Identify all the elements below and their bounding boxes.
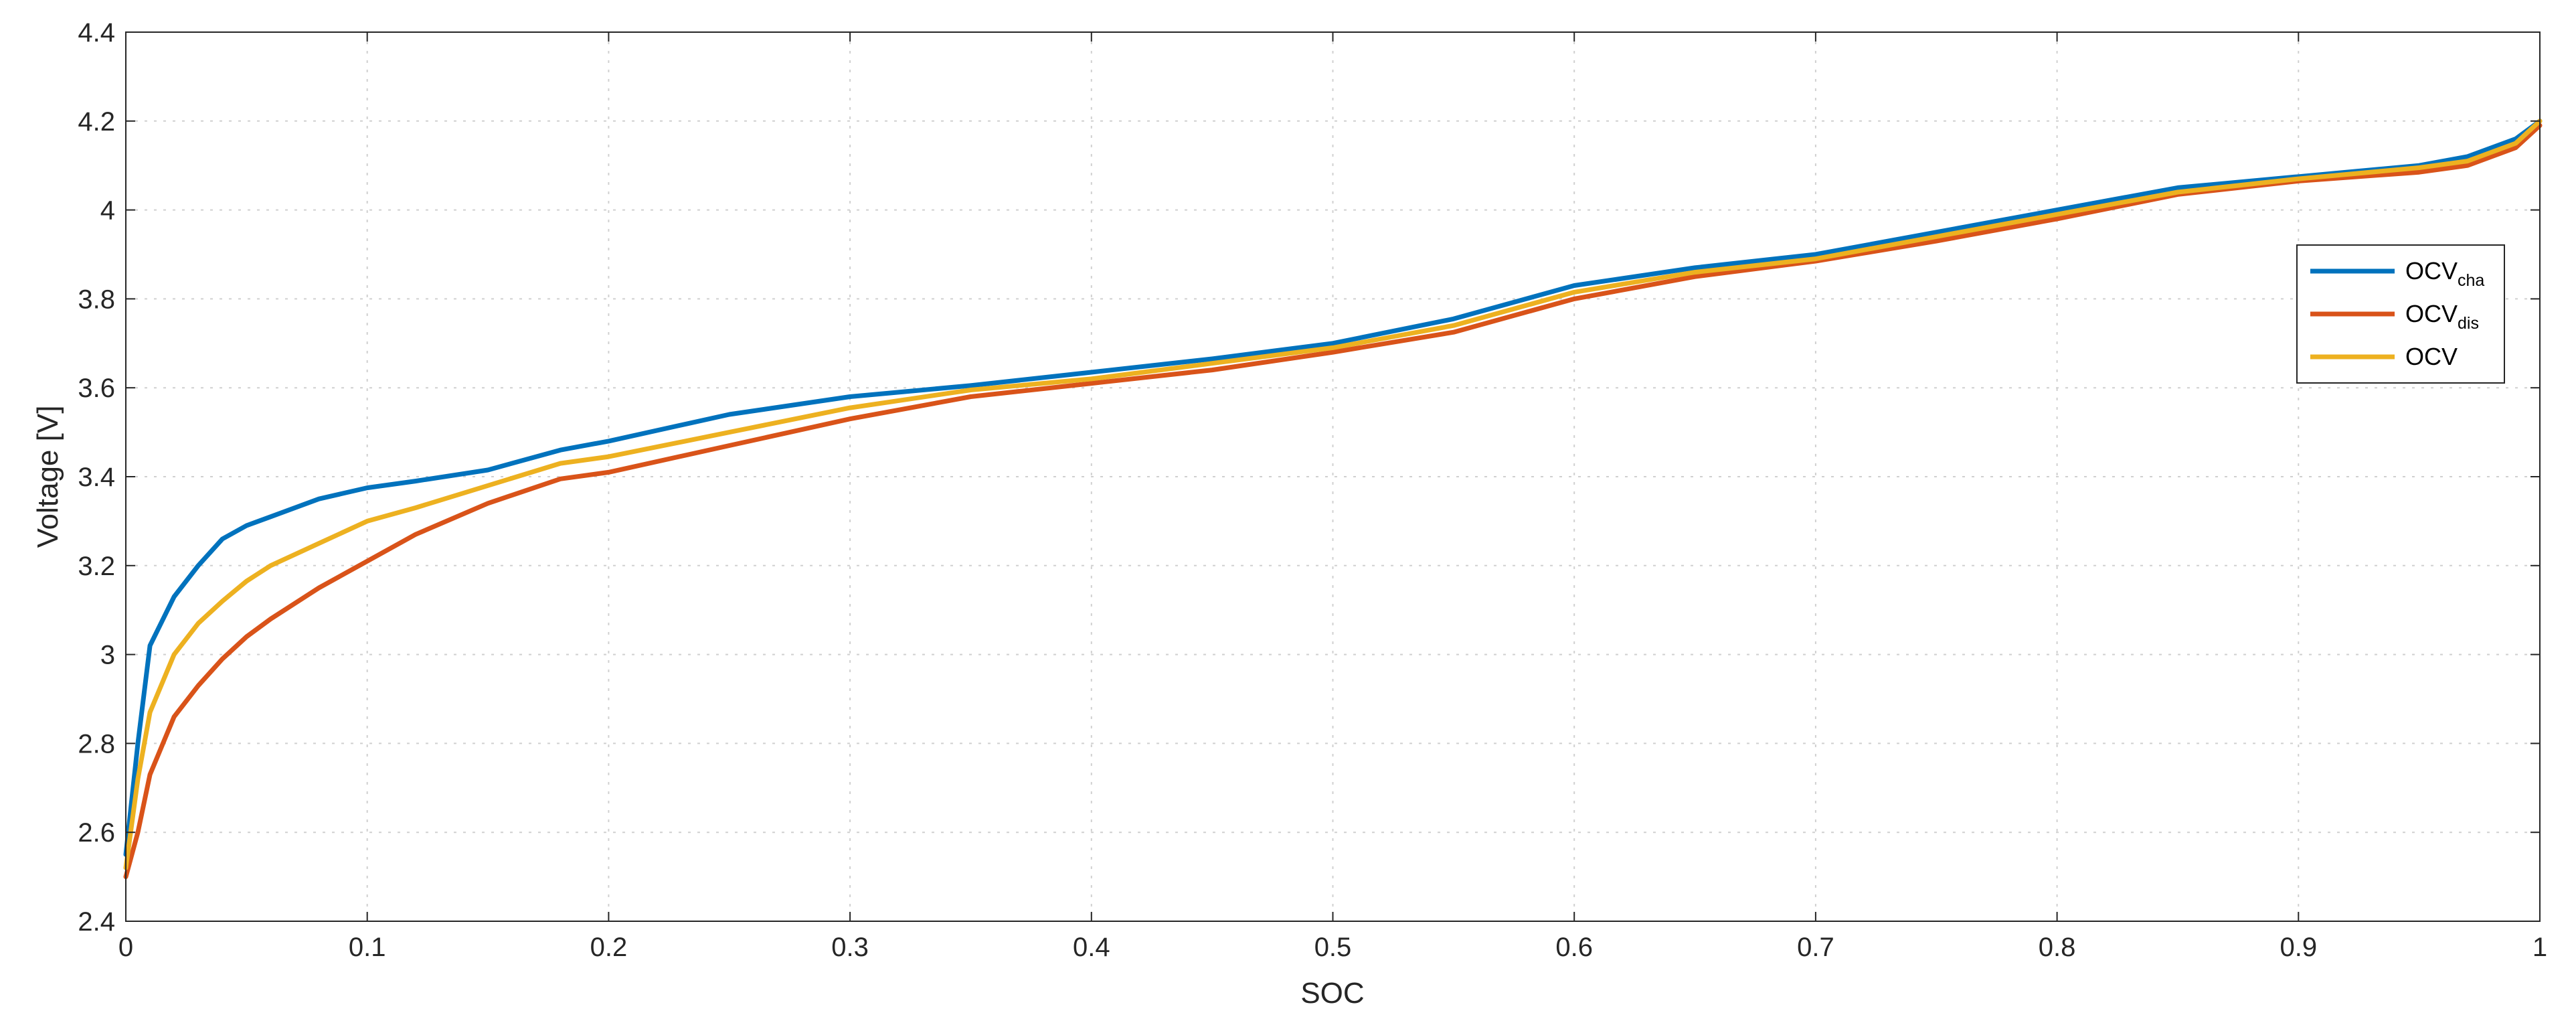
x-tick-label: 0.2	[590, 933, 628, 962]
x-tick-label: 0.9	[2280, 933, 2317, 962]
y-tick-label: 3.8	[78, 285, 115, 314]
series-line-1	[123, 123, 2543, 880]
axis-ticks	[125, 31, 2541, 922]
x-tick-label: 0.8	[2039, 933, 2076, 962]
y-tick-label: 3.2	[78, 552, 115, 581]
grid	[126, 32, 2540, 921]
series-line-2	[123, 119, 2543, 870]
y-tick-label: 2.8	[78, 729, 115, 759]
x-tick-label: 0.1	[349, 933, 386, 962]
legend-label: OCVdis	[2405, 300, 2479, 333]
x-tick-label: 0.5	[1314, 933, 1352, 962]
y-tick-label: 4	[100, 196, 115, 226]
x-tick-label: 0.6	[1555, 933, 1593, 962]
y-tick-label: 4.2	[78, 107, 115, 137]
y-tick-label: 3	[100, 641, 115, 670]
tick-labels: 0 0.1 0.2 0.3 0.4 0.5 0.6 0.7 0.8 0.9 1 2.4 2.6 2.8 3 3…	[78, 18, 2547, 962]
legend-label: OCV	[2405, 343, 2458, 370]
x-axis-label: SOC	[1300, 977, 1364, 1010]
x-tick-label: 0	[118, 933, 133, 962]
legend: OCVcha OCVdis OCV	[2296, 244, 2505, 384]
y-tick-label: 3.6	[78, 374, 115, 403]
y-axis-label: Voltage [V]	[31, 406, 64, 548]
series-lines	[123, 119, 2543, 880]
x-tick-label: 0.4	[1073, 933, 1110, 962]
x-tick-label: 1	[2532, 933, 2547, 962]
legend-label: OCVcha	[2405, 257, 2484, 290]
y-tick-label: 4.4	[78, 18, 115, 48]
x-tick-label: 0.7	[1797, 933, 1834, 962]
y-tick-label: 3.4	[78, 463, 115, 492]
y-tick-label: 2.4	[78, 907, 115, 937]
y-tick-label: 2.6	[78, 818, 115, 848]
x-tick-label: 0.3	[831, 933, 869, 962]
series-line-0	[123, 119, 2543, 857]
